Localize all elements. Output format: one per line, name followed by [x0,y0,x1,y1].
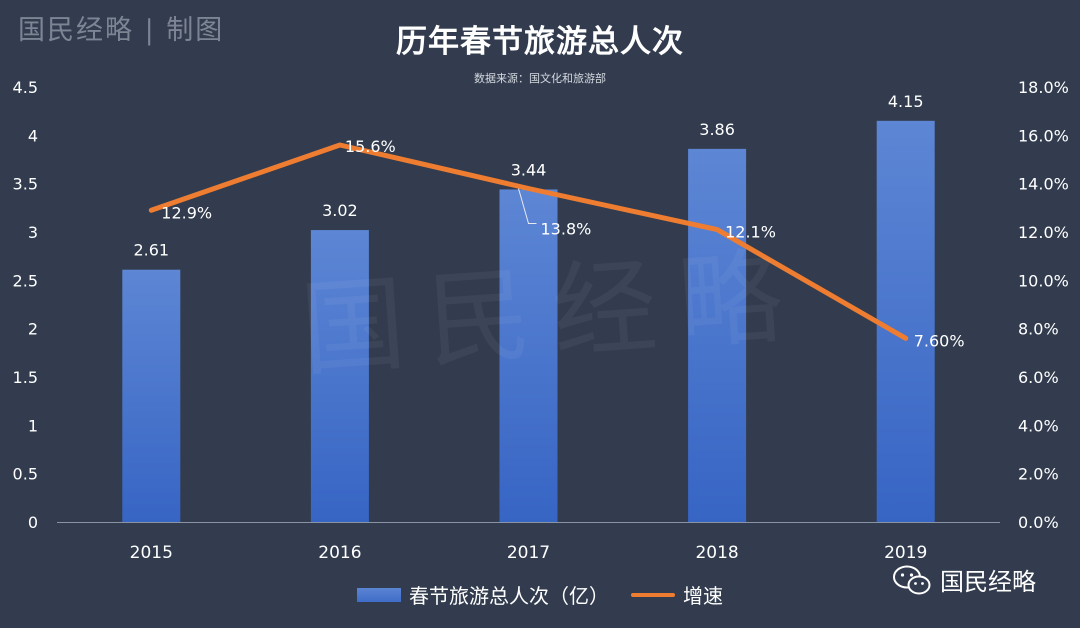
legend-swatch-bar [357,587,401,602]
y-left-tick-label: 4 [28,126,38,145]
bar [499,189,558,522]
bar [310,230,369,523]
y-left-tick-label: 2.5 [13,271,38,290]
line-value-label: 13.8% [541,220,592,239]
bar-value-label: 3.86 [699,120,735,139]
y-left-tick-label: 0 [28,513,38,532]
y-left-tick-label: 4.5 [13,78,38,97]
data-source: 数据来源：国文化和旅游部 [474,72,606,85]
y-left-tick-label: 1.5 [13,368,38,387]
y-right-tick-label: 16.0% [1018,126,1069,145]
y-right-tick-label: 6.0% [1018,368,1059,387]
x-tick-label: 2016 [318,543,361,563]
legend-item-bars: 春节旅游总人次（亿） [357,580,609,609]
y-left-tick-label: 3.5 [13,175,38,194]
y-left-tick-label: 2 [28,320,38,339]
line-value-label: 12.9% [161,203,212,222]
line-value-label: 7.60% [914,331,965,350]
brand-label: 国民经略 | 制图 [18,15,225,46]
bar-value-label: 3.02 [322,201,358,220]
x-tick-label: 2018 [695,543,738,563]
y-right-tick-label: 14.0% [1018,175,1069,194]
logo: 国民经略 [892,562,1036,597]
line-value-label: 15.6% [345,137,396,156]
x-tick-label: 2019 [884,543,927,563]
y-right-tick-label: 12.0% [1018,223,1069,242]
bar-value-label: 3.44 [511,160,547,179]
x-tick-label: 2015 [130,543,173,563]
bar [876,120,935,522]
y-right-tick-label: 18.0% [1018,78,1069,97]
bar [122,269,181,522]
y-right-tick-label: 4.0% [1018,416,1059,435]
line-value-label: 12.1% [725,223,776,242]
y-right-tick-label: 2.0% [1018,465,1059,484]
y-left-tick-label: 0.5 [13,465,38,484]
legend-label-line: 增速 [683,584,723,608]
legend-item-line: 增速 [631,580,723,609]
bar-value-label: 2.61 [133,241,169,260]
y-right-tick-label: 10.0% [1018,271,1069,290]
y-left-tick-label: 3 [28,223,38,242]
label-leader-line [518,188,537,224]
y-right-tick-label: 0.0% [1018,513,1059,532]
wechat-icon [893,565,931,594]
y-left-tick-label: 1 [28,416,38,435]
bar [688,148,747,522]
chart-title: 历年春节旅游总人次 [396,24,684,60]
logo-text: 国民经略 [940,568,1036,596]
legend-swatch-line [631,592,675,597]
x-tick-label: 2017 [507,543,550,563]
growth-line [148,142,909,341]
legend: 春节旅游总人次（亿） 增速 [0,580,1080,609]
bar-value-label: 4.15 [888,92,924,111]
y-right-tick-label: 8.0% [1018,320,1059,339]
legend-label-bars: 春节旅游总人次（亿） [409,584,609,608]
